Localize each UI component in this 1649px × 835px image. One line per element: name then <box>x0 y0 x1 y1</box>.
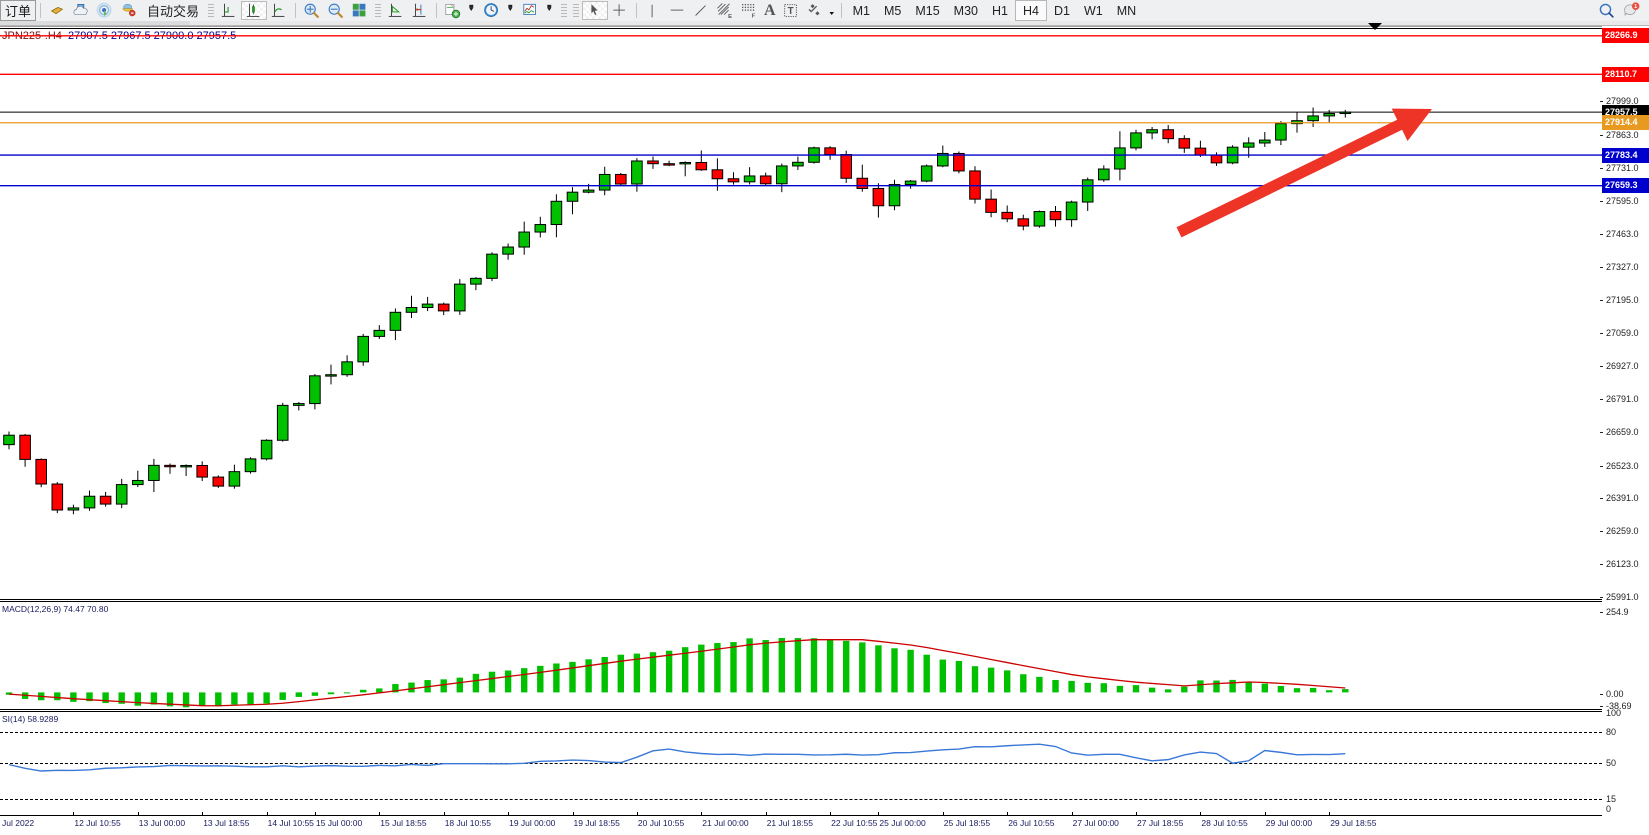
svg-text:F: F <box>752 13 756 19</box>
svg-text:T: T <box>787 6 793 17</box>
svg-text:E: E <box>728 13 732 19</box>
svg-text:1: 1 <box>1634 4 1637 10</box>
